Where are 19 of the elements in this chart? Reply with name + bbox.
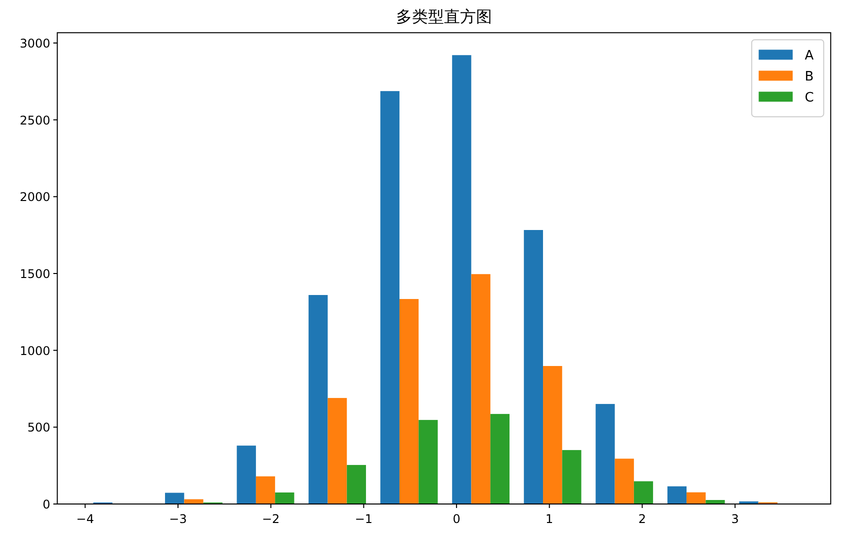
- legend-label: B: [804, 70, 814, 85]
- y-tick-label: 1500: [20, 267, 50, 281]
- chart-title: 多类型直方图: [396, 7, 492, 26]
- y-tick-label: 500: [27, 420, 50, 435]
- y-tick-label: 0: [42, 498, 50, 512]
- legend-label: C: [804, 90, 814, 106]
- y-tick-label: 3000: [20, 36, 50, 50]
- x-tick-label: −4: [76, 512, 94, 526]
- x-tick-label: 2: [638, 512, 646, 526]
- x-tick-label: −1: [354, 512, 373, 526]
- x-tick-label: 1: [546, 512, 554, 526]
- x-tick-label: 3: [731, 512, 739, 526]
- y-tick-label: 2500: [20, 113, 50, 128]
- y-tick-label: 2000: [20, 190, 50, 204]
- x-tick-label: −2: [262, 512, 280, 526]
- x-tick-label: −3: [169, 512, 187, 526]
- y-tick-label: 1000: [20, 344, 50, 358]
- legend-label: A: [804, 48, 814, 64]
- x-tick-label: 0: [452, 512, 460, 526]
